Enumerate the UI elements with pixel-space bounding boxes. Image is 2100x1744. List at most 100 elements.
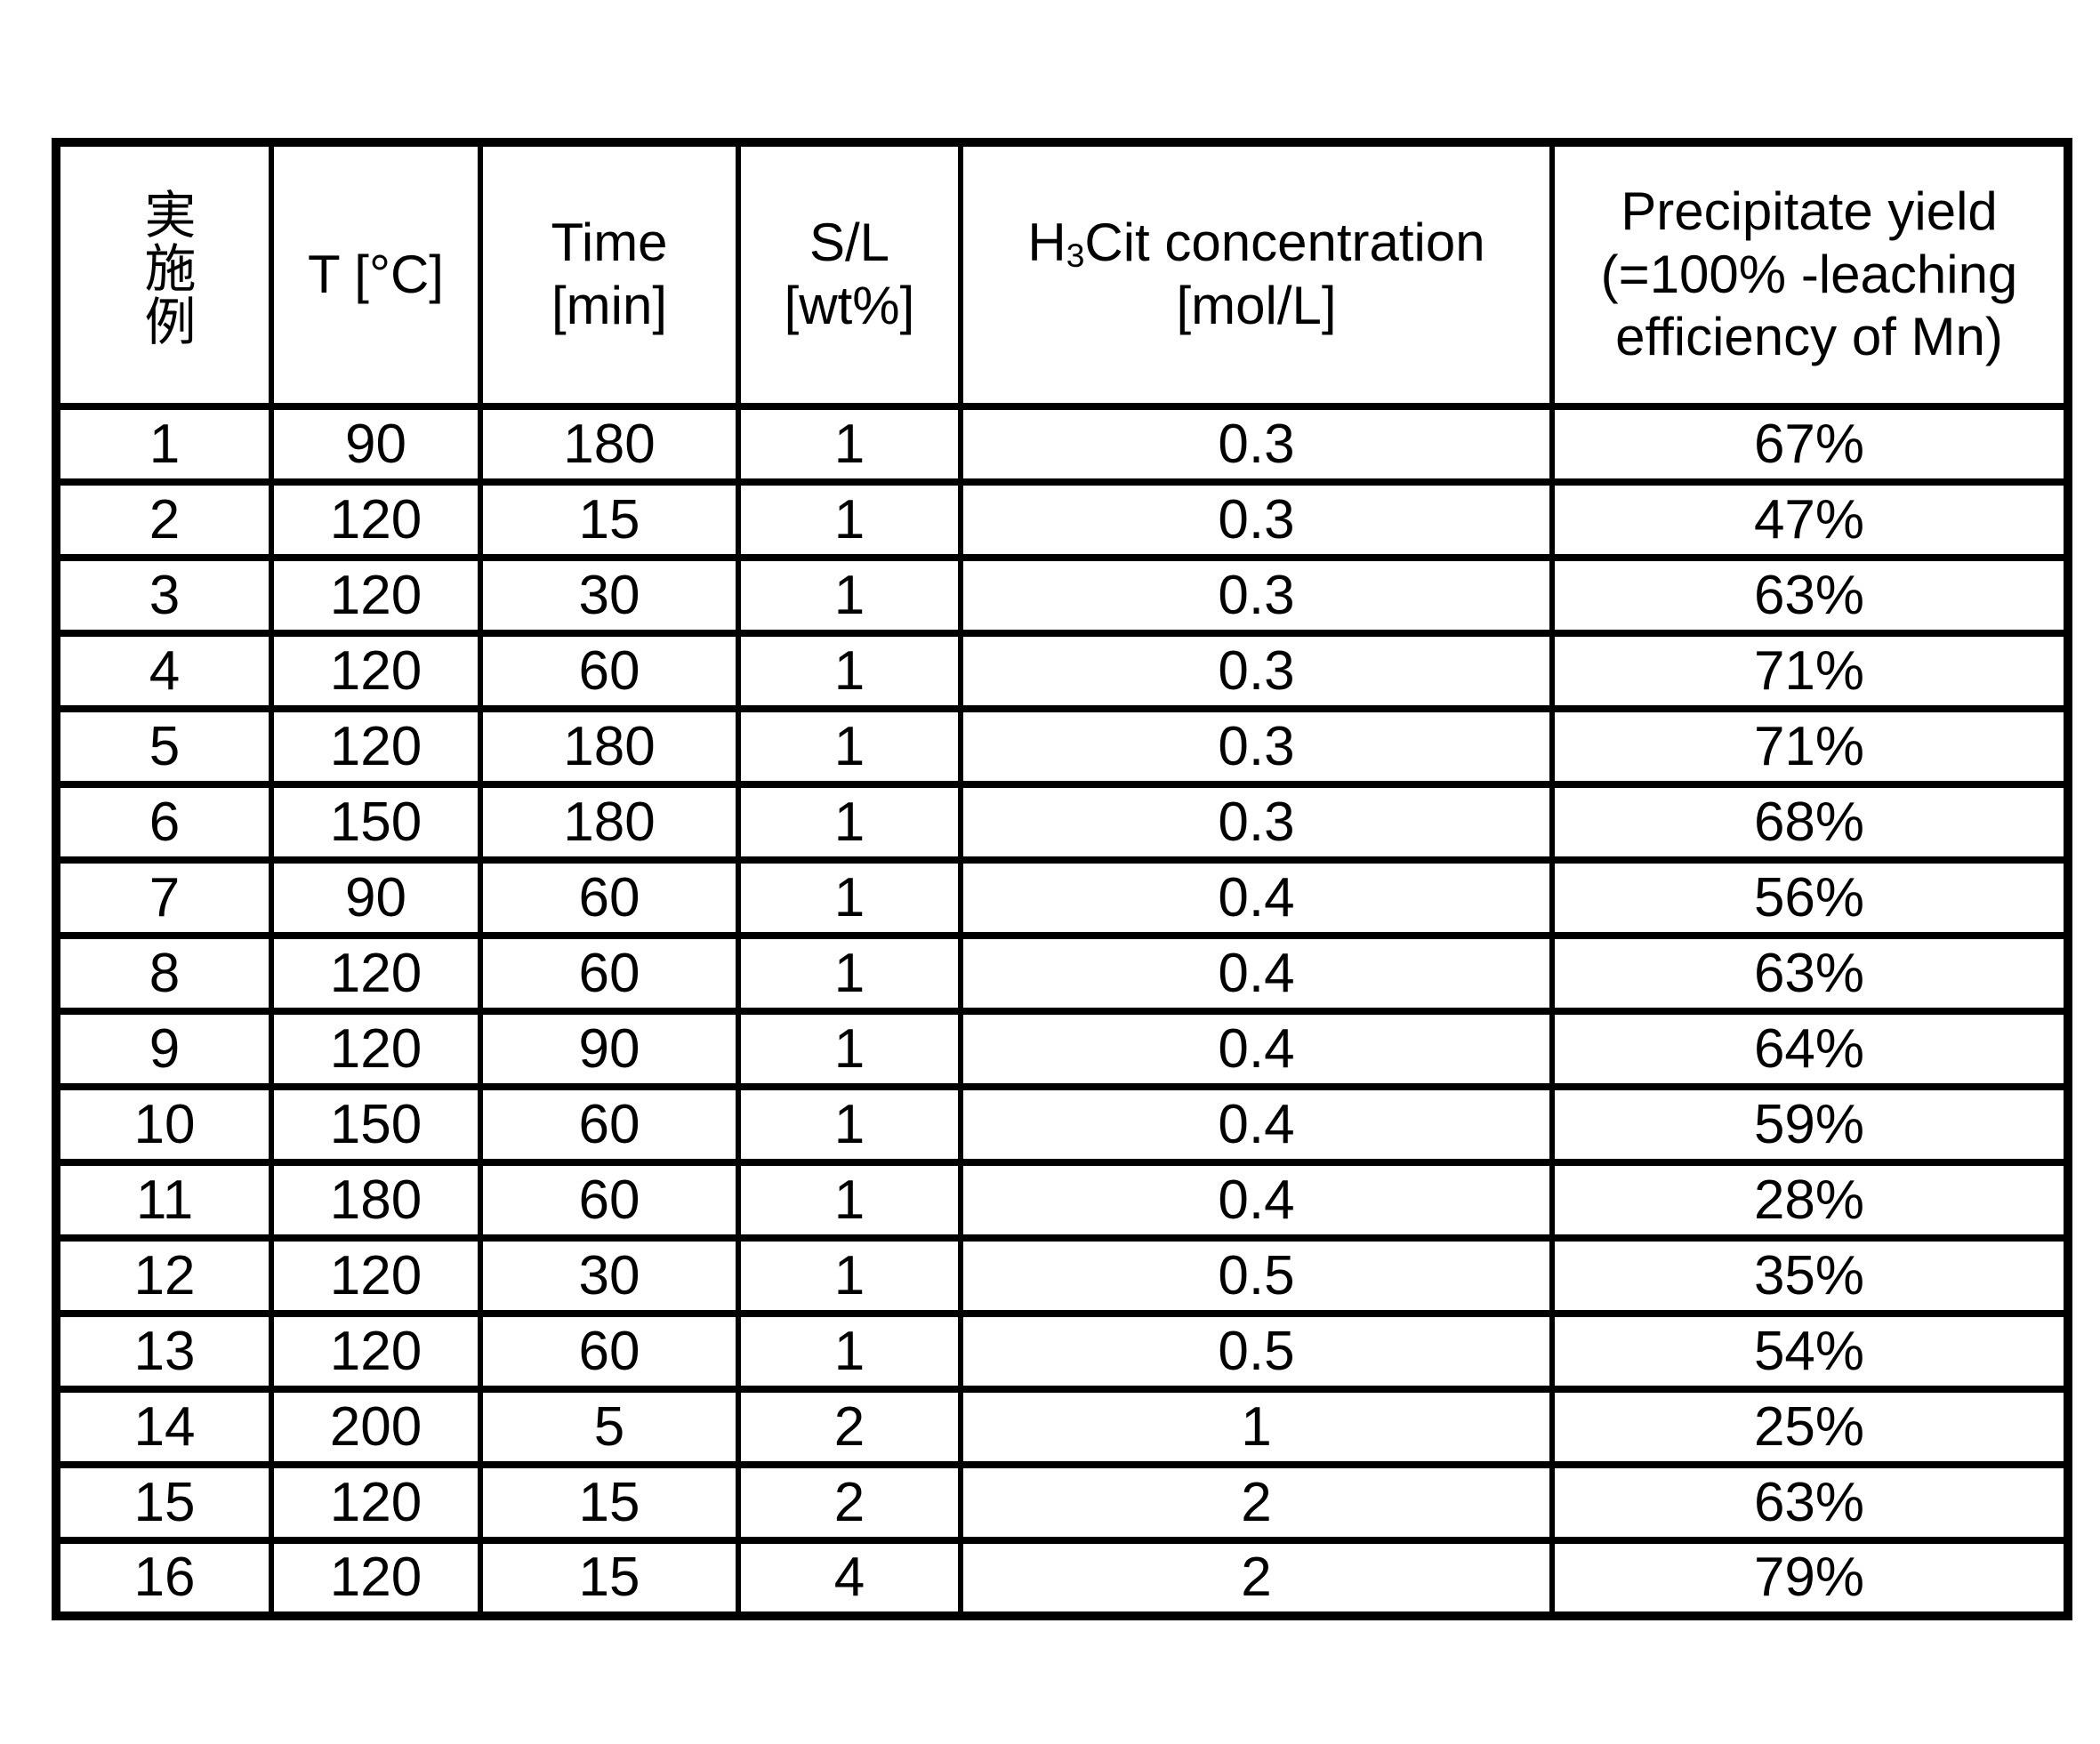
table-cell-sl: 1: [736, 781, 963, 864]
table-cell-t: 120: [269, 554, 483, 637]
table-row: 10 150 60 1 0.4 59%: [53, 1083, 2071, 1166]
table-cell-sl: 1: [736, 478, 963, 561]
header-h3cit-subscript: 3: [1066, 236, 1085, 274]
table-cell-time: 15: [478, 478, 741, 561]
table-cell-sl: 1: [736, 1083, 963, 1166]
table-cell-example: 14: [53, 1386, 274, 1468]
header-time: Time [min]: [478, 139, 741, 410]
experiment-conditions-table: 実施例 T [°C] Time [min] S/L [wt%] H3Cit co…: [52, 138, 2072, 1620]
table-cell-t: 120: [269, 630, 483, 712]
table-cell-t: 90: [269, 856, 483, 939]
table-cell-yield: 35%: [1549, 1234, 2071, 1317]
table-cell-example: 4: [53, 630, 274, 712]
table-cell-h3cit: 0.3: [958, 403, 1555, 486]
table-body: 1 90 180 1 0.3 67% 2 120 15 1 0.3 47% 3 120 30 1 0.3 63% 4…: [53, 403, 2071, 1619]
table-cell-yield: 63%: [1549, 1461, 2071, 1544]
header-temperature-label: T [°C]: [308, 244, 444, 304]
table-cell-example: 2: [53, 478, 274, 561]
table-cell-h3cit: 0.3: [958, 630, 1555, 712]
header-time-unit: [min]: [551, 276, 668, 335]
table-cell-yield: 63%: [1549, 932, 2071, 1015]
table-cell-sl: 4: [736, 1537, 963, 1619]
table-cell-h3cit: 0.3: [958, 781, 1555, 864]
header-row: 実施例 T [°C] Time [min] S/L [wt%] H3Cit co…: [53, 139, 2071, 410]
table-cell-example: 16: [53, 1537, 274, 1619]
header-sl: S/L [wt%]: [736, 139, 963, 410]
table-cell-example: 6: [53, 781, 274, 864]
table-cell-example: 9: [53, 1008, 274, 1090]
table-cell-yield: 71%: [1549, 630, 2071, 712]
table-row: 6 150 180 1 0.3 68%: [53, 781, 2071, 864]
table-cell-h3cit: 0.4: [958, 1083, 1555, 1166]
table-cell-h3cit: 0.4: [958, 1159, 1555, 1242]
header-time-label: Time: [551, 213, 668, 273]
header-example: 実施例: [53, 139, 274, 410]
table-cell-yield: 71%: [1549, 705, 2071, 788]
table-row: 16 120 15 4 2 79%: [53, 1537, 2071, 1619]
header-yield-line2: (=100% -leaching: [1600, 244, 2018, 304]
table-cell-time: 30: [478, 554, 741, 637]
header-h3cit-label: H3Cit concentration: [1027, 213, 1485, 274]
table-row: 8 120 60 1 0.4 63%: [53, 932, 2071, 1015]
table-cell-sl: 2: [736, 1461, 963, 1544]
table-cell-h3cit: 0.3: [958, 554, 1555, 637]
table-cell-time: 90: [478, 1008, 741, 1090]
table-cell-time: 60: [478, 932, 741, 1015]
header-h3cit-unit: [mol/L]: [1176, 276, 1337, 335]
table-row: 3 120 30 1 0.3 63%: [53, 554, 2071, 637]
table-cell-h3cit: 0.5: [958, 1310, 1555, 1393]
table-row: 14 200 5 2 1 25%: [53, 1386, 2071, 1468]
header-yield: Precipitate yield (=100% -leaching effic…: [1549, 139, 2071, 410]
header-yield-line3: efficiency of Mn): [1615, 307, 2003, 367]
table-cell-sl: 1: [736, 554, 963, 637]
header-yield-line1: Precipitate yield: [1621, 181, 1998, 241]
table-cell-sl: 1: [736, 705, 963, 788]
table-cell-example: 12: [53, 1234, 274, 1317]
table-cell-t: 120: [269, 1234, 483, 1317]
table-row: 15 120 15 2 2 63%: [53, 1461, 2071, 1544]
table-row: 12 120 30 1 0.5 35%: [53, 1234, 2071, 1317]
table-cell-example: 11: [53, 1159, 274, 1242]
table-cell-h3cit: 1: [958, 1386, 1555, 1468]
table-cell-sl: 2: [736, 1386, 963, 1468]
table-cell-sl: 1: [736, 630, 963, 712]
header-h3cit: H3Cit concentration [mol/L]: [958, 139, 1555, 410]
table-cell-t: 150: [269, 1083, 483, 1166]
table-cell-example: 7: [53, 856, 274, 939]
table-cell-sl: 1: [736, 1008, 963, 1090]
table-cell-example: 15: [53, 1461, 274, 1544]
table-cell-example: 3: [53, 554, 274, 637]
table-cell-yield: 28%: [1549, 1159, 2071, 1242]
table-cell-h3cit: 0.4: [958, 1008, 1555, 1090]
table-cell-time: 180: [478, 705, 741, 788]
table-cell-yield: 64%: [1549, 1008, 2071, 1090]
header-temperature: T [°C]: [269, 139, 483, 410]
table-cell-time: 60: [478, 630, 741, 712]
table-cell-time: 180: [478, 781, 741, 864]
table-cell-t: 120: [269, 1008, 483, 1090]
table-cell-t: 120: [269, 1310, 483, 1393]
table-row: 4 120 60 1 0.3 71%: [53, 630, 2071, 712]
table-row: 9 120 90 1 0.4 64%: [53, 1008, 2071, 1090]
header-example-label: 実施例: [136, 188, 195, 349]
table-cell-yield: 79%: [1549, 1537, 2071, 1619]
table-cell-t: 120: [269, 1537, 483, 1619]
table-cell-t: 180: [269, 1159, 483, 1242]
table-cell-example: 8: [53, 932, 274, 1015]
table-cell-time: 30: [478, 1234, 741, 1317]
table-cell-example: 10: [53, 1083, 274, 1166]
table-row: 2 120 15 1 0.3 47%: [53, 478, 2071, 561]
table-cell-t: 120: [269, 478, 483, 561]
table-cell-time: 60: [478, 1159, 741, 1242]
table-cell-sl: 1: [736, 1310, 963, 1393]
table-cell-example: 1: [53, 403, 274, 486]
table-row: 1 90 180 1 0.3 67%: [53, 403, 2071, 486]
table-cell-yield: 63%: [1549, 554, 2071, 637]
table-row: 13 120 60 1 0.5 54%: [53, 1310, 2071, 1393]
table-cell-t: 90: [269, 403, 483, 486]
table-cell-yield: 47%: [1549, 478, 2071, 561]
table-cell-time: 15: [478, 1461, 741, 1544]
table-cell-h3cit: 0.3: [958, 478, 1555, 561]
table-cell-sl: 1: [736, 403, 963, 486]
table-cell-time: 5: [478, 1386, 741, 1468]
